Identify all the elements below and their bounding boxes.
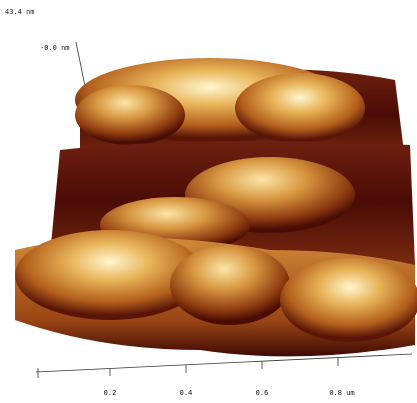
x-axis [36,354,412,372]
x-tick-label: 0.2 [104,389,117,397]
top-ridge-right [235,73,365,143]
top-ridge-left [75,85,185,145]
x-tick-label: 0.8 um [329,389,354,397]
front-peak-middle [170,245,290,325]
z-min-label: -0.0 nm [40,44,70,52]
x-tick-label: 0.6 [256,389,269,397]
afm-render: 43.4 nm -0.0 nm 0.2 0.4 0.6 0.8 um [0,0,417,403]
surface [15,58,417,356]
x-tick-label: 0.4 [180,389,193,397]
front-peak-right [280,258,417,342]
z-max-label: 43.4 nm [5,8,35,16]
page: 43.4 nm -0.0 nm 0.2 0.4 0.6 0.8 um (() =… [0,0,417,403]
